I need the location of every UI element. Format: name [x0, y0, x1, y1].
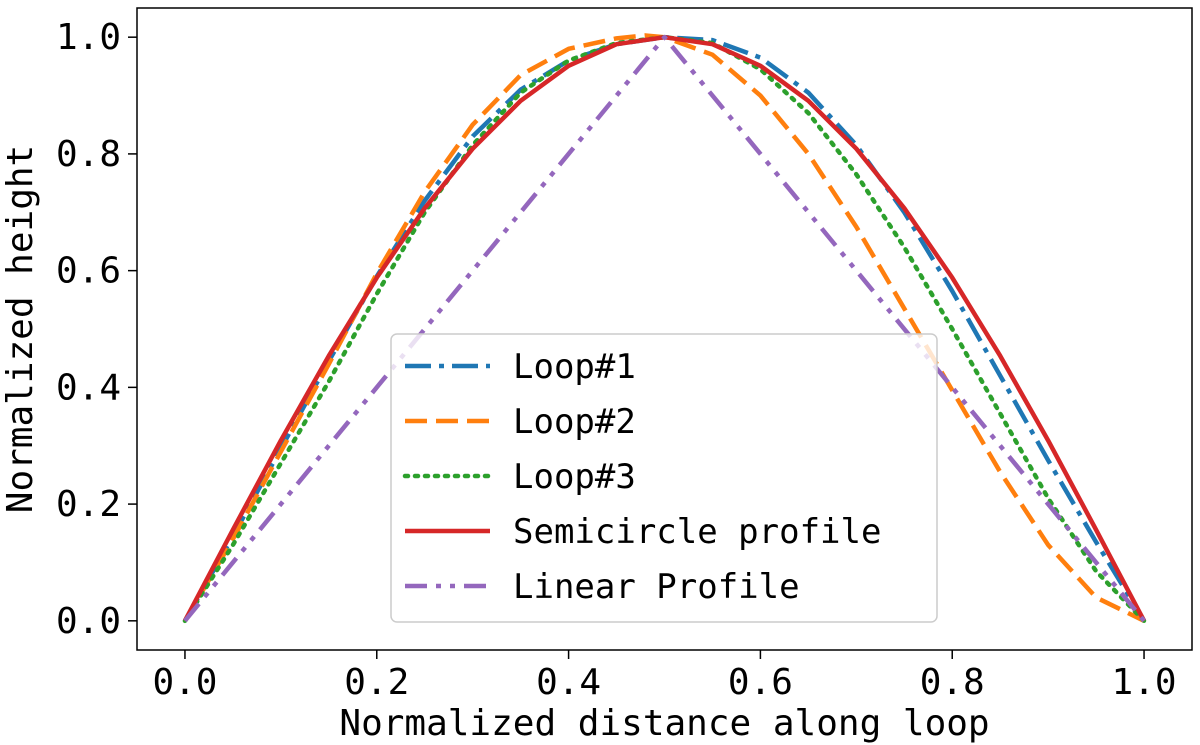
y-tick-label: 0.6 [56, 251, 121, 292]
axes-frame [136, 7, 1193, 651]
ticks: 0.0 0.2 0.4 0.6 0.8 1.0 0.0 0.2 0.4 0.6 0.8 1.0 [56, 17, 1177, 703]
series-line-5 [183, 34, 1146, 623]
y-tick-label: 0.8 [56, 134, 121, 175]
x-tick-label: 0.8 [920, 662, 985, 703]
y-tick-label: 0.2 [56, 484, 121, 525]
x-tick-label: 1.0 [1112, 662, 1177, 703]
y-tick-label: 0.0 [56, 601, 121, 642]
legend-label: Loop#1 [513, 347, 636, 387]
x-axis-label: Normalized distance along loop [339, 703, 989, 744]
legend: Loop#1 Loop#2 Loop#3 Semicircle profile Line… [390, 333, 938, 623]
x-tick-label: 0.2 [344, 662, 409, 703]
x-tick-label: 0.6 [728, 662, 793, 703]
legend-label: Semicircle profile [513, 512, 881, 552]
y-tick-label: 0.4 [56, 367, 121, 408]
legend-box [390, 333, 938, 623]
legend-label: Linear Profile [513, 567, 800, 607]
y-tick-label: 1.0 [56, 17, 121, 58]
x-tick-label: 0.0 [152, 662, 217, 703]
y-axis-label: Normalized height [0, 145, 41, 513]
x-tick-label: 0.4 [536, 662, 601, 703]
legend-label: Loop#3 [513, 457, 636, 497]
legend-label: Loop#2 [513, 402, 636, 442]
plot-lines [182, 33, 1147, 624]
